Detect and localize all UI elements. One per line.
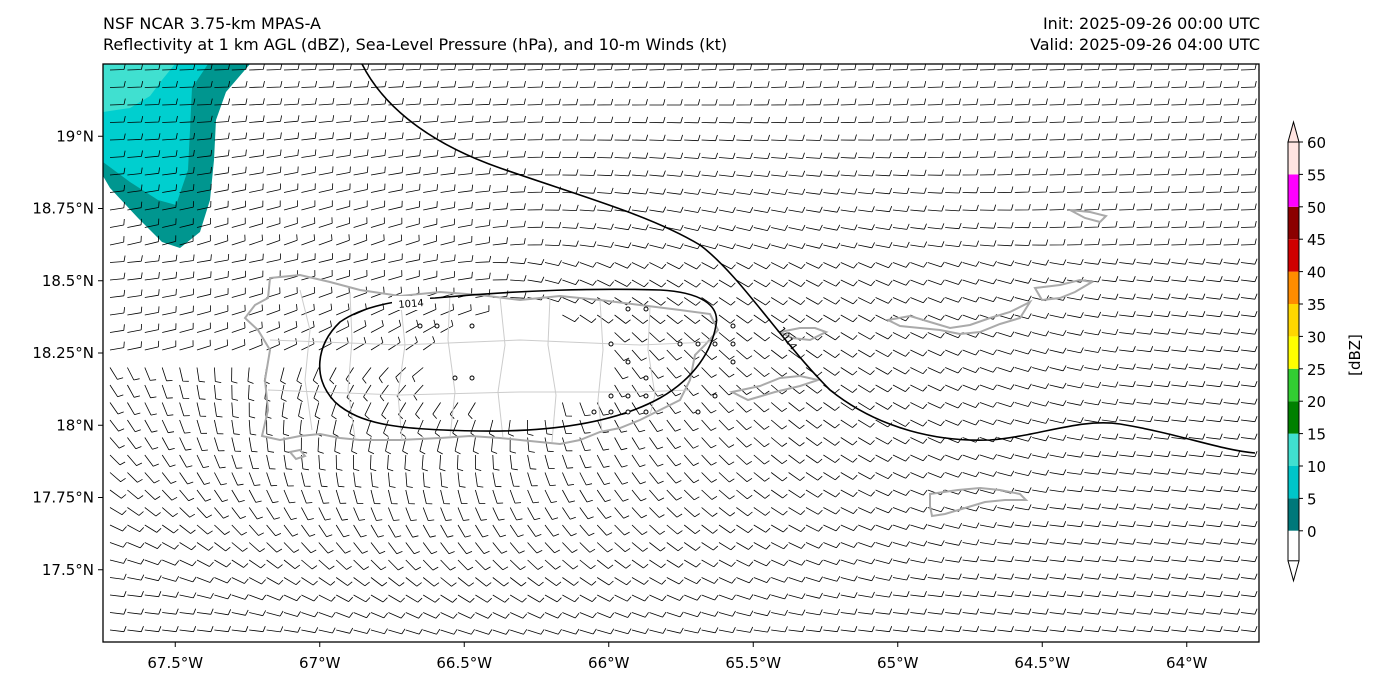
colorbar-tick-label: 5	[1307, 490, 1317, 508]
colorbar: 0 5 10 15 20 25 30 35 40 45 50 55 60	[1287, 120, 1326, 583]
lat-tick-label: 18.25°N	[32, 344, 94, 362]
colorbar-tick-label: 25	[1307, 361, 1326, 379]
reflectivity-area-core	[103, 64, 175, 112]
lon-tick-label: 65°W	[877, 654, 919, 672]
isobar-label-1014: 1014	[398, 298, 424, 311]
wind-barb-field	[109, 64, 1259, 635]
vieques-outline	[729, 374, 822, 402]
lon-tick-label: 66.5°W	[436, 654, 492, 672]
lon-tick-label: 64°W	[1166, 654, 1208, 672]
valid-time: Valid: 2025-09-26 04:00 UTC	[1029, 35, 1260, 54]
wind-barbs	[109, 64, 1259, 635]
colorbar-segment	[1288, 433, 1299, 466]
colorbar-tick-label: 15	[1307, 426, 1326, 444]
model-title: NSF NCAR 3.75-km MPAS-A	[103, 14, 321, 33]
calm-wind-markers	[417, 306, 736, 415]
colorbar-tick-label: 50	[1307, 199, 1326, 217]
colorbar-tick-label: 10	[1307, 458, 1326, 476]
lon-tick-label: 67°W	[299, 654, 341, 672]
colorbar-tick-label: 35	[1307, 296, 1326, 314]
anegada-outline	[1069, 209, 1108, 224]
culebra-outline	[776, 327, 829, 342]
longitude-ticks: 67.5°W 67°W 66.5°W 66°W 65.5°W 65°W 64.5°W 64°W	[147, 642, 1208, 672]
colorbar-tick-label: 20	[1307, 393, 1326, 411]
isobar-1014-closed	[319, 288, 718, 432]
colorbar-tick-label: 0	[1307, 523, 1317, 541]
fields-title: Reflectivity at 1 km AGL (dBZ), Sea-Leve…	[103, 35, 728, 54]
time-info: Init: 2025-09-26 00:00 UTC Valid: 2025-0…	[1030, 13, 1260, 55]
colorbar-segment	[1288, 498, 1299, 531]
lat-tick-label: 18.75°N	[32, 200, 94, 218]
colorbar-tick-label: 55	[1307, 166, 1326, 184]
init-time: Init: 2025-09-26 00:00 UTC	[1042, 14, 1260, 33]
colorbar-tick-label: 45	[1307, 231, 1326, 249]
colorbar-under-segment	[1288, 530, 1299, 561]
colorbar-segment	[1288, 206, 1299, 240]
puerto-rico-outline	[243, 273, 720, 446]
mona-island-outline	[288, 448, 307, 461]
colorbar-segment	[1288, 304, 1299, 337]
map-title: NSF NCAR 3.75-km MPAS-A Reflectivity at …	[103, 13, 727, 55]
coastlines	[243, 209, 1108, 518]
colorbar-tick-label: 30	[1307, 328, 1326, 346]
lon-tick-label: 67.5°W	[147, 654, 203, 672]
colorbar-segment	[1288, 368, 1299, 402]
colorbar-extend-top	[1287, 120, 1300, 143]
virgin-islands-east-outline	[1033, 278, 1095, 302]
lat-tick-label: 19°N	[56, 127, 94, 145]
colorbar-segment	[1288, 142, 1299, 175]
colorbar-segment	[1288, 239, 1299, 272]
colorbar-segment	[1288, 401, 1299, 434]
lat-tick-label: 17.75°N	[32, 489, 94, 507]
colorbar-tick-label: 40	[1307, 264, 1326, 282]
colorbar-segment	[1288, 336, 1299, 369]
colorbar-segment	[1288, 174, 1299, 207]
lon-tick-label: 64.5°W	[1014, 654, 1070, 672]
colorbar-tick-label: 60	[1307, 134, 1326, 152]
colorbar-extend-bottom	[1287, 560, 1300, 583]
virgin-islands-west-outline	[884, 299, 1033, 336]
latitude-ticks: 19°N 18.75°N 18.5°N 18.25°N 18°N 17.75°N 17.5°…	[32, 127, 103, 579]
lat-tick-label: 18°N	[56, 416, 94, 434]
lat-tick-label: 18.5°N	[42, 272, 94, 290]
isobar-1014-east	[361, 64, 1256, 454]
lat-tick-label: 17.5°N	[42, 561, 94, 579]
colorbar-frame	[1287, 141, 1300, 562]
colorbar-segment	[1288, 271, 1299, 304]
lon-tick-label: 65.5°W	[725, 654, 781, 672]
lon-tick-label: 66°W	[588, 654, 630, 672]
plot-area	[103, 64, 1259, 642]
st-croix-outline	[929, 486, 1029, 518]
colorbar-segment	[1288, 466, 1299, 499]
colorbar-label: [dBZ]	[1346, 334, 1364, 376]
